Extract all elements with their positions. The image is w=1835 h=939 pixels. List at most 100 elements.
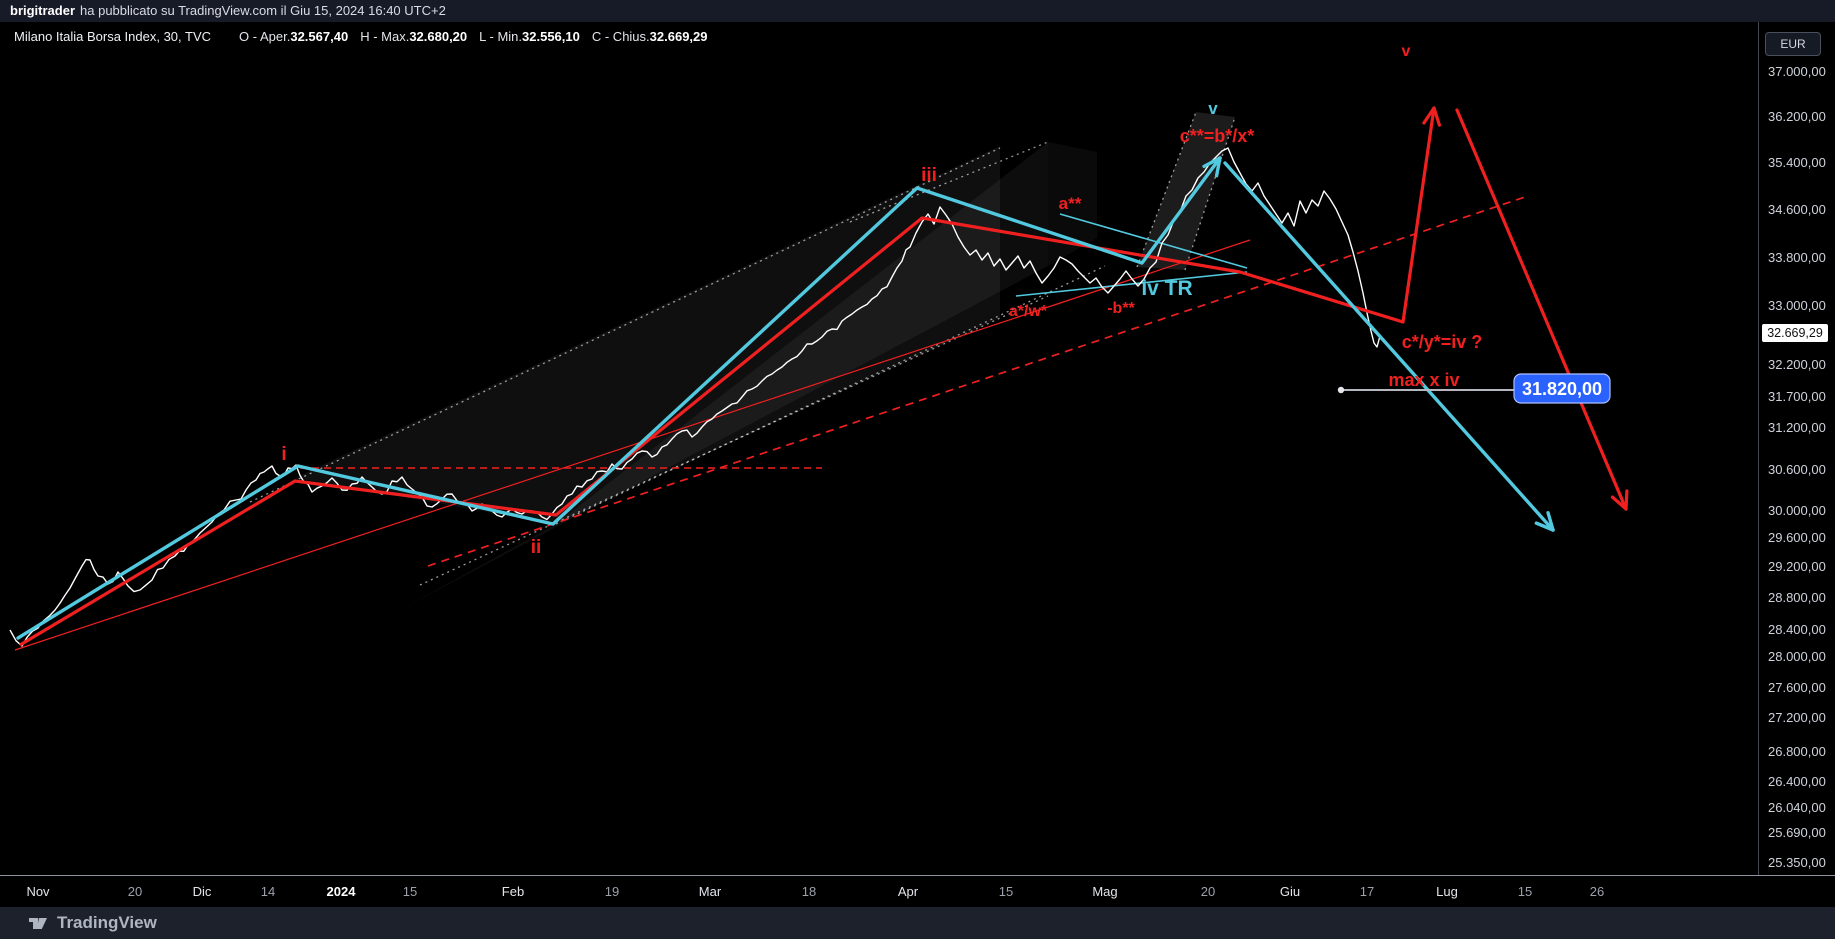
price-tick: 31.200,00 <box>1768 420 1826 435</box>
wave-label: iv TR <box>1141 277 1192 300</box>
cyan-thin-trendline <box>1059 213 1248 269</box>
price-axis[interactable]: EUR 37.000,00 36.200,00 35.400,00 34.600,00… <box>1758 22 1835 875</box>
price-tick: 29.600,00 <box>1768 530 1826 545</box>
price-tick: 30.600,00 <box>1768 462 1826 477</box>
time-tick: 15 <box>402 884 418 899</box>
time-tick: 20 <box>1200 884 1216 899</box>
cyan-wave-path <box>16 156 1222 640</box>
brand-name: TradingView <box>57 913 157 932</box>
cyan-projection-down <box>1223 161 1555 532</box>
channel-dotted-line <box>419 295 1049 586</box>
wave-label: -b** <box>1107 300 1135 317</box>
channel-shading <box>295 146 1000 524</box>
price-tick: 27.200,00 <box>1768 710 1826 725</box>
wave-label: c*/y*=iv ? <box>1402 332 1483 352</box>
wave-label: iii <box>921 165 937 186</box>
publish-info: ha pubblicato su TradingView.com il Giu … <box>80 3 446 18</box>
price-tick: 30.000,00 <box>1768 503 1826 518</box>
level-price-label-text: 31.820,00 <box>1522 379 1602 399</box>
level-price-label-box <box>1513 373 1611 404</box>
publish-bar: brigitrader ha pubblicato su TradingView.… <box>0 0 1835 22</box>
wave-label: ii <box>531 537 542 558</box>
red-projection-down-arrowhead <box>1624 489 1629 511</box>
price-tick: 26.800,00 <box>1768 744 1826 759</box>
time-tick: 19 <box>604 884 620 899</box>
time-tick: 15 <box>1517 884 1533 899</box>
time-tick: 2024 <box>326 884 356 899</box>
ohlc-item-label: L - Min. <box>479 29 523 44</box>
price-tick: 25.350,00 <box>1768 855 1826 870</box>
wave-label: v <box>1402 43 1411 60</box>
level-line-anchor-dot <box>1337 386 1345 394</box>
price-tick: 28.000,00 <box>1768 649 1826 664</box>
price-tick: 26.400,00 <box>1768 774 1826 789</box>
wave-label: i <box>281 444 286 465</box>
wave-label: v <box>1208 99 1218 118</box>
price-tick: 29.200,00 <box>1768 559 1826 574</box>
ohlc-item-value: 32.680,20 <box>409 29 468 44</box>
time-tick: Mag <box>1092 884 1118 899</box>
cyan-projection-down-arrowhead <box>1534 521 1555 532</box>
time-axis[interactable]: Nov 20 Dic 14 2024 15 Feb 19 Mar 18 Apr 15 Mag 20 Giu 1… <box>0 875 1835 907</box>
red-projection-down <box>1455 108 1628 511</box>
red-projection-down-arrowhead <box>1610 495 1628 511</box>
time-tick: 14 <box>260 884 276 899</box>
price-line <box>9 147 1381 647</box>
ohlc-item-value: 32.669,29 <box>649 29 708 44</box>
wave-label: max x iv <box>1388 370 1459 390</box>
tradingview-logo-icon <box>28 913 48 933</box>
channel-dotted-line <box>249 147 1001 503</box>
price-tick: 35.400,00 <box>1768 155 1826 170</box>
price-tick: 25.690,00 <box>1768 825 1826 840</box>
price-tick: 27.600,00 <box>1768 680 1826 695</box>
price-tick: 28.400,00 <box>1768 622 1826 637</box>
publisher-name: brigitrader <box>10 3 76 18</box>
symbol-title: Milano Italia Borsa Index, 30, TVC <box>14 29 212 44</box>
ohlc-item-label: O - Aper. <box>239 29 291 44</box>
cyan-wave-path-arrowhead <box>1214 156 1222 178</box>
currency-button[interactable]: EUR <box>1765 32 1821 56</box>
time-tick: Lug <box>1436 884 1458 899</box>
cyan-thin-trendline <box>1015 271 1248 297</box>
time-tick: Apr <box>897 884 919 899</box>
red-dashed-trendline <box>427 195 1529 567</box>
price-tick: 26.040,00 <box>1768 800 1826 815</box>
ohlc-item-value: 32.567,40 <box>290 29 349 44</box>
time-tick: 26 <box>1589 884 1605 899</box>
channel-dotted-line <box>1136 111 1197 268</box>
price-tick: 33.800,00 <box>1768 250 1826 265</box>
footer-bar: TradingView <box>0 907 1835 939</box>
channel-dotted-line <box>555 265 1106 525</box>
red-projection-up-arrowhead <box>1432 106 1442 127</box>
price-tick: 31.700,00 <box>1768 389 1826 404</box>
price-tick: 33.000,00 <box>1768 298 1826 313</box>
price-tick: 36.200,00 <box>1768 109 1826 124</box>
time-tick: 20 <box>127 884 143 899</box>
symbol-legend: Milano Italia Borsa Index, 30, TVC O - Ap… <box>14 29 708 44</box>
time-tick: Feb <box>501 884 525 899</box>
channel-shading <box>1137 112 1235 270</box>
time-tick: 15 <box>998 884 1014 899</box>
cyan-projection-down-arrowhead <box>1546 510 1555 532</box>
ohlc-values: O - Aper.32.567,40 H - Max.32.680,20 L - M… <box>227 29 707 44</box>
price-tick: 34.600,00 <box>1768 202 1826 217</box>
ohlc-item-label: H - Max. <box>360 29 410 44</box>
time-tick: Giu <box>1279 884 1301 899</box>
time-tick: Mar <box>698 884 722 899</box>
price-tick: 37.000,00 <box>1768 64 1826 79</box>
wave-label: a** <box>1059 194 1082 213</box>
red-projection-up <box>1401 106 1436 324</box>
time-tick: Dic <box>192 884 212 899</box>
red-wave-path <box>19 216 1404 647</box>
time-tick: 18 <box>801 884 817 899</box>
current-price-label: 32.669,29 <box>1762 324 1828 342</box>
cyan-wave-path-arrowhead <box>1202 156 1222 169</box>
red-projection-up-arrowhead <box>1422 106 1436 125</box>
red-thin-trendline <box>14 239 1251 651</box>
time-tick: 17 <box>1359 884 1375 899</box>
price-tick: 28.800,00 <box>1768 590 1826 605</box>
ohlc-item-value: 32.556,10 <box>522 29 580 44</box>
ohlc-item-label: C - Chius. <box>591 29 650 44</box>
